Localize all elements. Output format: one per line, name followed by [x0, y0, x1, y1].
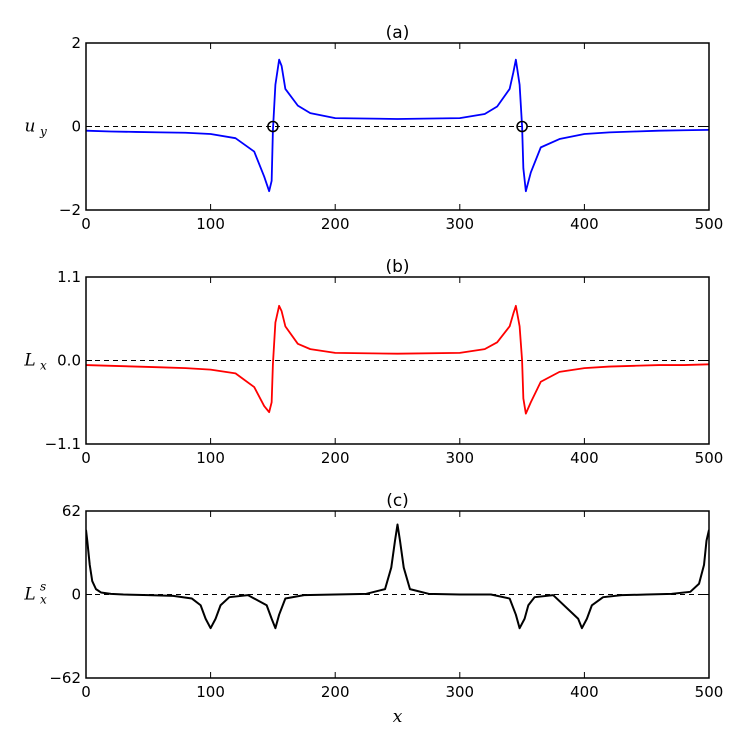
panel-a-marker-point: [516, 120, 528, 133]
panel-c-xlabel: x: [393, 707, 403, 727]
panel-c-title: (c): [386, 491, 409, 511]
panel-a-xtick-label: 0: [81, 215, 91, 233]
panel-c-ytick-label: 0: [71, 586, 81, 604]
panel-a-series-line: [86, 58, 709, 193]
panel-b-ytick-label: 0.0: [57, 352, 81, 370]
panel-a-title: (a): [386, 23, 410, 43]
panel-c-xtick-label: 500: [695, 683, 724, 701]
panel-b-series-line: [86, 304, 709, 415]
panel-a-ylabel: u: [25, 117, 36, 137]
panel-b-title: (b): [385, 257, 409, 277]
panel-c-xtick-label: 300: [445, 683, 474, 701]
panel-c-ytick-label: 62: [62, 502, 81, 520]
panel-a-ytick-label: 2: [71, 34, 81, 52]
panel-b-xtick-label: 500: [695, 449, 724, 467]
panel-b-ylabel: L: [23, 351, 35, 371]
panel-a-ytick-label: 0: [71, 118, 81, 136]
panel-c-xtick-label: 400: [570, 683, 599, 701]
panel-c-ytick-label: −62: [49, 669, 81, 687]
panel-b-ytick-label: −1.1: [45, 435, 81, 453]
panel-a-xtick-label: 500: [695, 215, 724, 233]
panel-b-xtick-label: 100: [196, 449, 225, 467]
panel-c-series-line: [86, 523, 709, 630]
panel-b-xtick-label: 400: [570, 449, 599, 467]
panel-a-xtick-label: 300: [445, 215, 474, 233]
panel-b-xtick-label: 200: [321, 449, 350, 467]
panel-c-ylabel: L: [23, 585, 35, 605]
panel-c-ylabel-sup: s: [40, 580, 46, 594]
panel-a-marker-point: [267, 120, 279, 133]
panel-a: 0 100 200 300 400 500−202 (a)u y: [25, 23, 724, 233]
panel-c-xtick-label: 100: [196, 683, 225, 701]
panel-b: 0 100 200 300 400 500 −1.1 0.0 1.1 (b) L x: [23, 257, 723, 467]
panel-c-xtick-label: 0: [81, 683, 91, 701]
panel-c-ylabel-sub: x: [40, 593, 47, 607]
panel-a-data: [86, 58, 709, 193]
panel-b-ylabel-sub: x: [40, 359, 47, 373]
panel-c-data: [86, 523, 709, 630]
panel-b-xtick-label: 300: [445, 449, 474, 467]
panel-a-ytick-label: −2: [59, 201, 81, 219]
panel-a-ylabel-sub: y: [39, 125, 47, 139]
panel-a-xtick-label: 200: [321, 215, 350, 233]
panel-b-data: [86, 304, 709, 415]
panel-a-xtick-label: 100: [196, 215, 225, 233]
panel-c-xtick-label: 200: [321, 683, 350, 701]
panel-b-ytick-label: 1.1: [57, 268, 81, 286]
panel-b-xtick-label: 0: [81, 449, 91, 467]
panel-a-xtick-label: 400: [570, 215, 599, 233]
